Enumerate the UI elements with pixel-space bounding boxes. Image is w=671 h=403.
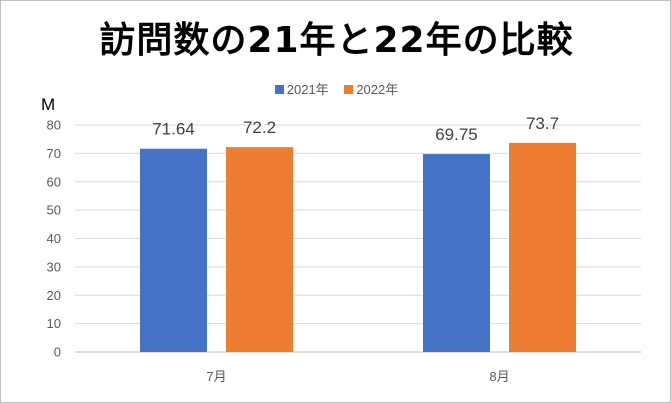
data-label-2021年-8月: 69.75 xyxy=(435,125,478,144)
legend-item-2021: 2021年 xyxy=(274,79,329,98)
legend-item-2022: 2022年 xyxy=(344,79,398,98)
legend-swatch-2022 xyxy=(344,85,354,94)
y-tick-label-20: 20 xyxy=(47,288,61,303)
y-axis-unit-label: M xyxy=(41,95,56,114)
y-tick-label-30: 30 xyxy=(47,259,61,274)
data-label-2021年-7月: 71.64 xyxy=(152,120,195,139)
data-label-2022年-7月: 72.2 xyxy=(243,118,276,137)
legend-label-2021: 2021年 xyxy=(286,82,329,97)
bar-2021年-7月 xyxy=(140,148,207,352)
bar-2022年-8月 xyxy=(509,142,576,352)
x-tick-label-8月: 8月 xyxy=(489,369,509,384)
legend-label-2022: 2022年 xyxy=(356,82,399,97)
y-tick-label-10: 10 xyxy=(47,316,61,331)
bar-2022年-7月 xyxy=(226,147,293,352)
bar-2021年-8月 xyxy=(423,154,490,352)
y-tick-label-50: 50 xyxy=(47,203,61,218)
y-tick-label-70: 70 xyxy=(47,146,61,161)
y-tick-label-60: 60 xyxy=(47,174,61,189)
chart-title: 訪問数の21年と22年の比較 xyxy=(99,20,574,61)
x-tick-label-7月: 7月 xyxy=(206,369,226,384)
y-tick-label-40: 40 xyxy=(47,231,61,246)
y-tick-label-80: 80 xyxy=(47,118,61,133)
legend-swatch-2021 xyxy=(274,85,284,94)
data-label-2022年-8月: 73.7 xyxy=(526,114,559,133)
y-tick-label-0: 0 xyxy=(54,345,61,360)
chart-legend: 2021年 2022年 xyxy=(1,79,671,98)
